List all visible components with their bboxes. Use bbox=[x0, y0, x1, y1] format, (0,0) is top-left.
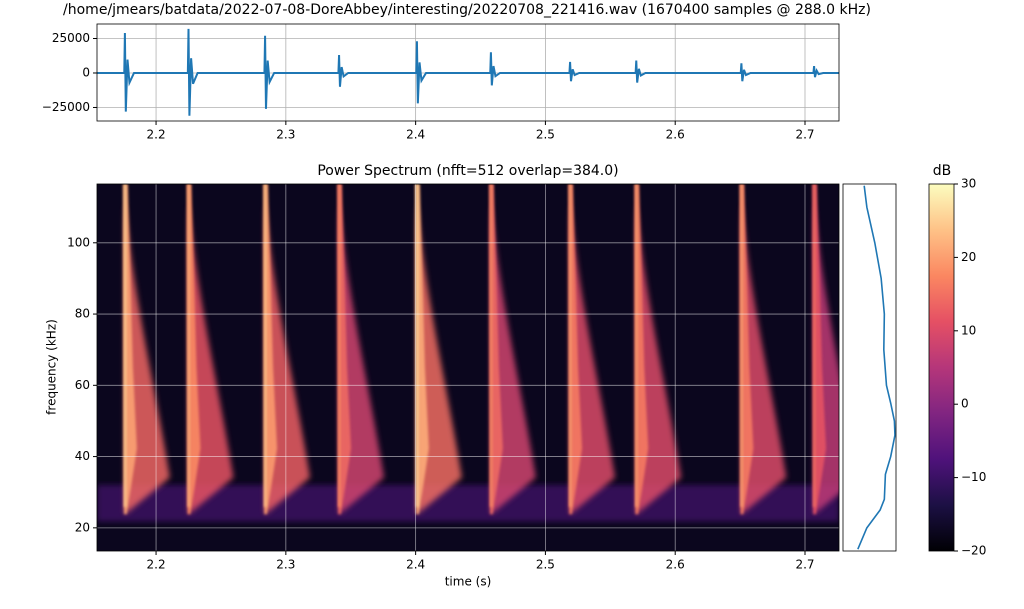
x-axis-label: time (s) bbox=[445, 575, 492, 589]
x-tick-label: 2.2 bbox=[147, 128, 166, 142]
call-ridge bbox=[489, 184, 493, 507]
colorbar-tick-label: 20 bbox=[961, 250, 976, 264]
axes-frame bbox=[96, 183, 840, 552]
spectrogram-plot bbox=[97, 184, 839, 522]
x-tick-label: 2.6 bbox=[666, 558, 685, 572]
spectrogram-title: Power Spectrum (nfft=512 overlap=384.0) bbox=[317, 163, 618, 179]
colorbar-tick-label: −10 bbox=[961, 470, 986, 484]
waveform-plot bbox=[97, 28, 839, 116]
colorbar bbox=[928, 183, 955, 552]
y-tick-label: 25000 bbox=[52, 31, 90, 45]
figure-title: /home/jmears/batdata/2022-07-08-DoreAbbe… bbox=[63, 2, 871, 18]
call-ridge bbox=[123, 184, 127, 507]
waveform-line bbox=[97, 28, 839, 116]
call-ridge bbox=[415, 184, 419, 507]
call-ridge bbox=[338, 184, 341, 507]
x-tick-label: 2.7 bbox=[795, 558, 814, 572]
x-tick-label: 2.2 bbox=[147, 558, 166, 572]
y-tick-label: 60 bbox=[75, 378, 90, 392]
y-tick-label: 100 bbox=[67, 235, 90, 249]
noise-band bbox=[97, 484, 839, 522]
x-tick-label: 2.3 bbox=[276, 558, 295, 572]
x-tick-label: 2.3 bbox=[276, 128, 295, 142]
call-ridge bbox=[635, 184, 638, 507]
y-tick-label: 40 bbox=[75, 449, 90, 463]
x-tick-label: 2.7 bbox=[795, 128, 814, 142]
call-ridge bbox=[740, 184, 743, 507]
y-axis-label: frequency (kHz) bbox=[45, 319, 59, 415]
colorbar-tick-label: 30 bbox=[961, 177, 976, 191]
x-tick-label: 2.6 bbox=[666, 128, 685, 142]
x-tick-label: 2.4 bbox=[406, 128, 425, 142]
y-tick-label: −25000 bbox=[42, 100, 90, 114]
axes-frame bbox=[842, 183, 897, 552]
colorbar-label: dB bbox=[933, 163, 952, 179]
x-tick-label: 2.5 bbox=[536, 128, 555, 142]
spectrum-profile bbox=[857, 185, 896, 550]
call-ridge bbox=[569, 184, 572, 507]
colorbar-tick-label: 0 bbox=[961, 397, 969, 411]
colorbar-tick-label: −20 bbox=[961, 544, 986, 558]
y-tick-label: 80 bbox=[75, 307, 90, 321]
x-tick-label: 2.5 bbox=[536, 558, 555, 572]
call-ridge bbox=[187, 184, 191, 507]
y-tick-label: 0 bbox=[82, 65, 90, 79]
call-ridge bbox=[264, 184, 267, 507]
axes-frame bbox=[96, 23, 840, 122]
y-tick-label: 20 bbox=[75, 520, 90, 534]
x-tick-label: 2.4 bbox=[406, 558, 425, 572]
call-ridge bbox=[813, 184, 816, 507]
colorbar-tick-label: 10 bbox=[961, 323, 976, 337]
